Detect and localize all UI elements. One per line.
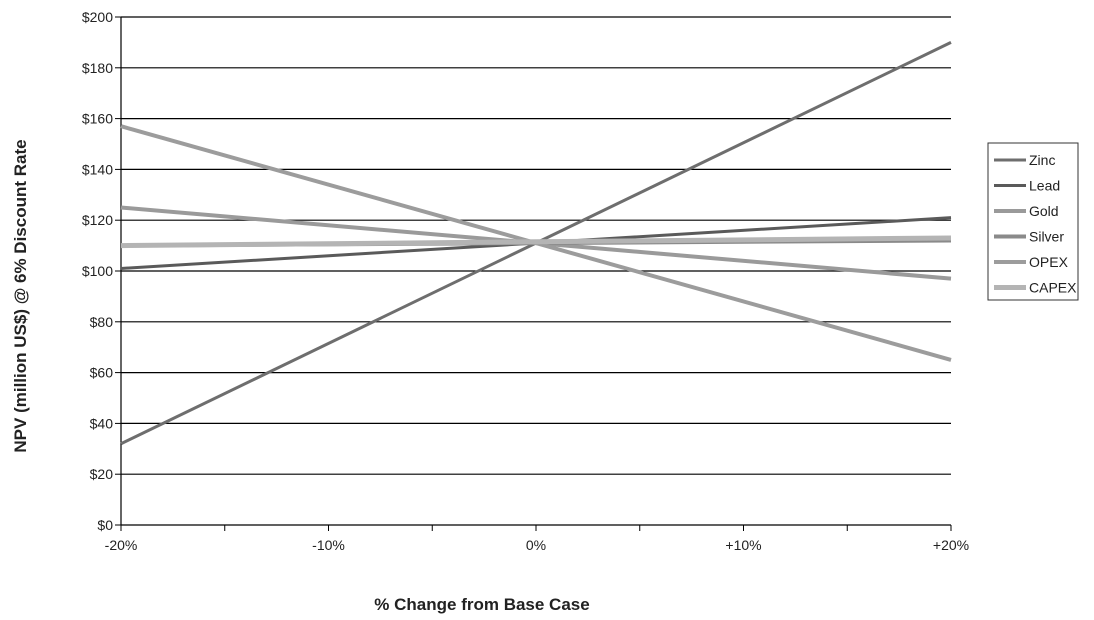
legend: Zinc Lead Gold Silver OPEX CAPEX xyxy=(987,142,1079,301)
legend-label-gold: Gold xyxy=(1029,203,1059,219)
x-tick-label: -10% xyxy=(312,537,345,553)
axes xyxy=(120,17,951,526)
y-tick-label: $100 xyxy=(82,263,113,279)
legend-label-silver: Silver xyxy=(1029,229,1064,245)
x-tick-label: +10% xyxy=(725,537,761,553)
y-tick-label: $180 xyxy=(82,60,113,76)
y-tick-label: $140 xyxy=(82,161,113,177)
y-tick-label: $40 xyxy=(90,415,114,431)
y-tick-label: $160 xyxy=(82,111,113,127)
x-tick-label: 0% xyxy=(526,537,546,553)
legend-label-lead: Lead xyxy=(1029,178,1060,194)
series-line-capex xyxy=(120,235,952,249)
y-tick-label: $60 xyxy=(90,365,114,381)
legend-label-capex: CAPEX xyxy=(1029,280,1077,296)
y-axis-title: NPV (million US$) @ 6% Discount Rate xyxy=(11,139,30,452)
x-axis-ticks: -20% -10% 0% +10% +20% xyxy=(105,525,969,553)
y-tick-label: $0 xyxy=(97,517,113,533)
y-tick-label: $120 xyxy=(82,212,113,228)
legend-label-zinc: Zinc xyxy=(1029,152,1055,168)
legend-box xyxy=(987,142,1079,301)
y-tick-label: $200 xyxy=(82,9,113,25)
y-axis-ticks: $0 $20 $40 $60 $80 $100 $120 $140 $160 $180 $200 xyxy=(82,9,121,533)
x-axis-title: % Change from Base Case xyxy=(374,595,589,614)
x-tick-label: -20% xyxy=(105,537,138,553)
x-tick-label: +20% xyxy=(933,537,969,553)
y-tick-label: $80 xyxy=(90,314,114,330)
legend-label-opex: OPEX xyxy=(1029,254,1069,270)
y-tick-label: $20 xyxy=(90,466,114,482)
series-lines xyxy=(120,41,952,446)
